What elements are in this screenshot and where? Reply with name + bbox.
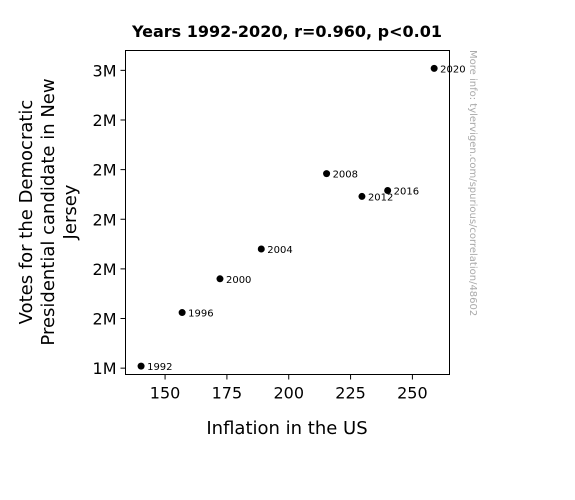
data-point [358, 192, 366, 200]
y-tick-label: 2M [93, 111, 117, 130]
data-point [430, 64, 438, 72]
data-point [323, 170, 331, 178]
chart-title: Years 1992-2020, r=0.960, p<0.01 [131, 22, 442, 41]
plot-frame [125, 50, 450, 375]
y-tick-label: 2M [93, 310, 117, 329]
data-point [257, 245, 265, 253]
y-axis-label-line-3: Jersey [60, 184, 81, 240]
x-tick-label: 150 [150, 384, 181, 403]
watermark-text: More info: tylervigen.com/spurious/corre… [467, 50, 478, 316]
y-tick-label: 1M [93, 359, 117, 378]
y-axis: 1M 2M 2M 2M 2M 2M 3M [93, 61, 126, 378]
data-point [178, 309, 186, 317]
x-axis: 150 175 200 225 250 [150, 374, 428, 403]
data-point [137, 362, 145, 370]
data-point-label: 2000 [226, 275, 251, 286]
data-point [216, 275, 224, 283]
x-axis-label: Inflation in the US [206, 418, 367, 439]
data-point [384, 186, 392, 194]
x-tick-label: 225 [335, 384, 366, 403]
data-point-label: 1992 [147, 362, 172, 373]
y-tick-label: 2M [93, 210, 117, 229]
x-tick-label: 200 [273, 384, 304, 403]
data-point-label: 1996 [188, 309, 213, 320]
data-point-label: 2004 [267, 245, 292, 256]
y-tick-label: 2M [93, 161, 117, 180]
y-axis-label: Votes for the Democratic Presidential ca… [16, 78, 81, 345]
y-axis-label-line-1: Votes for the Democratic [16, 100, 37, 325]
x-tick-label: 250 [397, 384, 428, 403]
y-tick-label: 2M [93, 260, 117, 279]
y-axis-label-line-2: Presidential candidate in New [38, 78, 59, 345]
x-tick-label: 175 [212, 384, 243, 403]
data-point-label: 2012 [368, 192, 393, 203]
data-point-label: 2020 [440, 64, 465, 75]
data-point-label: 2008 [333, 170, 358, 181]
y-tick-label: 3M [93, 61, 117, 80]
data-point-label: 2016 [394, 186, 419, 197]
